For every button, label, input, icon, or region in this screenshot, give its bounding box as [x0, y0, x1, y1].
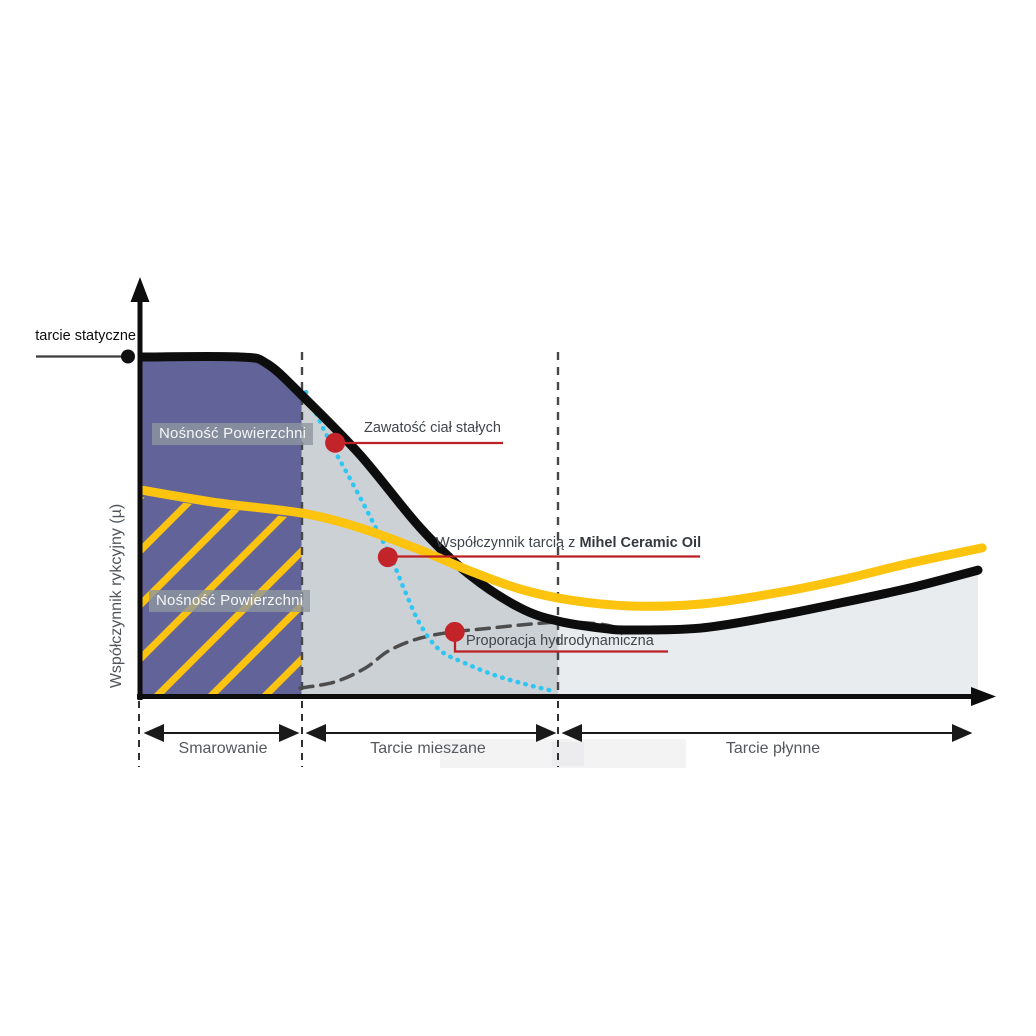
region-fill-1 — [301, 395, 559, 697]
hydrodynamic-annotation: Proporacja hydrodynamiczna — [466, 633, 654, 649]
curves — [137, 351, 987, 694]
zone-arrow-smarowanie — [143, 723, 300, 743]
below-axis-dashed-lines — [138, 701, 559, 767]
zone-label-tarcie-mieszane: Tarcie mieszane — [370, 740, 486, 757]
annotation-dots — [325, 432, 465, 642]
curve-zawartosc-cial-stalych — [303, 389, 556, 694]
region-fill-2 — [558, 570, 978, 697]
zone-boundary-lines — [300, 352, 560, 694]
curve-wspolczynnik-tarcia-mihel-ceramic-oil — [137, 485, 987, 611]
annotation-dot-0 — [325, 432, 346, 453]
static-friction-label: tarcie statyczne — [35, 328, 136, 344]
zone-label-tarcie-plynne: Tarcie płynne — [725, 740, 821, 757]
zone-label-smarowanie: Smarowanie — [178, 740, 268, 757]
y-axis-arrow-icon — [130, 277, 150, 302]
solids-content-annotation: Zawatość ciał stałych — [364, 420, 501, 436]
faint-band-small — [552, 742, 584, 766]
zone-arrows — [143, 723, 973, 743]
annotation-dot-2 — [444, 621, 465, 642]
static-friction-dot — [121, 349, 135, 364]
axes — [130, 277, 996, 706]
annotation-dot-1 — [377, 547, 398, 568]
curve-wspolczynnik-tarcia — [137, 351, 983, 635]
x-axis-arrow-icon — [971, 687, 996, 706]
oil-friction-annotation: Współczynnik tarcią z Mihel Ceramic Oil — [436, 535, 701, 551]
surface-load-upper-label: Nośność Powierzchni — [152, 423, 314, 445]
surface-load-lower-label: Nośność Powierzchni — [149, 590, 311, 612]
zone-arrow-plynne — [561, 723, 973, 743]
static-friction-callout — [36, 349, 135, 364]
y-axis-label: Współczynnik rykcyjny (µ) — [108, 503, 125, 689]
zone-arrow-mieszane — [305, 723, 557, 743]
oil-friction-annotation-prefix: Współczynnik tarcią z — [436, 535, 580, 551]
oil-friction-annotation-product: Mihel Ceramic Oil — [579, 535, 702, 551]
